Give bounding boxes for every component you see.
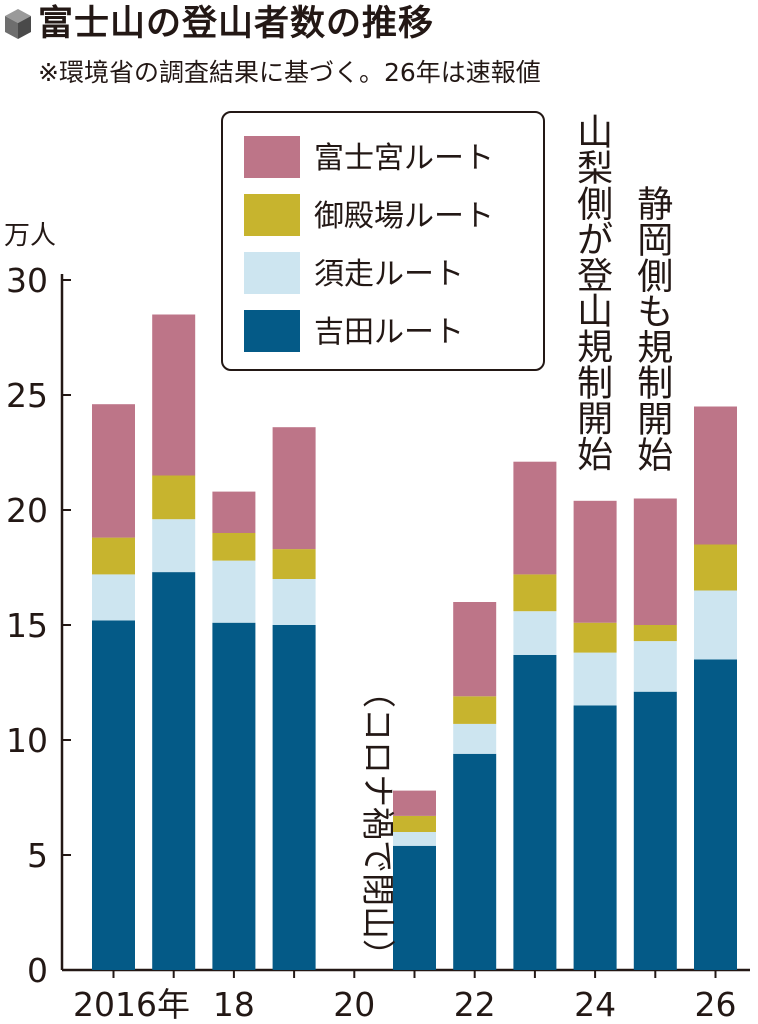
bar-segment-gotemba-2021: 御殿場ルート 2021: 0.7 bbox=[393, 815, 436, 832]
page-title: 富士山の登山者数の推移 bbox=[38, 4, 435, 44]
bar-segment-gotemba-2016: 御殿場ルート 2016: 1.6 bbox=[92, 537, 135, 575]
bar-segment-fujinomiya-2019: 富士宮ルート 2019: 5.3 bbox=[272, 427, 316, 550]
annotation-regulation-2024: 山梨側が登山規制開始 bbox=[577, 113, 613, 476]
y-tick-label: 25 bbox=[6, 376, 48, 415]
bar-segment-fujinomiya-2023: 富士宮ルート 2023: 4.9 bbox=[513, 461, 557, 575]
x-tick-label: 22 bbox=[454, 985, 496, 1024]
y-tick-label: 10 bbox=[6, 721, 48, 760]
x-tick-label: 24 bbox=[574, 985, 616, 1024]
source-note: ※環境省の調査結果に基づく。26年は速報値 bbox=[38, 58, 541, 87]
legend-swatch-yoshida bbox=[244, 310, 300, 352]
bar-segment-fujinomiya-2017: 富士宮ルート 2017: 7 bbox=[152, 314, 196, 476]
x-tick-label: 2016年 bbox=[73, 985, 190, 1024]
bar-segment-yoshida-2018: 吉田ルート 2018: 15.1 bbox=[212, 622, 256, 970]
bar-segment-gotemba-2017: 御殿場ルート 2017: 1.9 bbox=[152, 475, 196, 520]
bar-segment-yoshida-2021: 吉田ルート 2021: 5.4 bbox=[393, 845, 436, 970]
cube-icon bbox=[5, 9, 31, 39]
legend-label: 富士宮ルート bbox=[314, 141, 494, 176]
annotation-regulation-2025: 静岡側も規制開始 bbox=[637, 185, 673, 477]
annotation-covid-closure: （コロナ禍で閉山） bbox=[358, 675, 397, 972]
legend-swatch-gotemba bbox=[244, 194, 300, 236]
bar-segment-fujinomiya-2016: 富士宮ルート 2016: 5.8 bbox=[92, 404, 135, 538]
y-tick-label: 15 bbox=[6, 606, 48, 645]
bar-segment-subashiri-2021: 須走ルート 2021: 0.6 bbox=[393, 832, 436, 846]
y-tick-label: 5 bbox=[27, 836, 48, 875]
legend-label: 須走ルート bbox=[314, 257, 464, 292]
x-tick-label: 26 bbox=[695, 985, 737, 1024]
legend-label: 吉田ルート bbox=[314, 315, 464, 350]
legend-swatch-subashiri bbox=[244, 252, 300, 294]
y-tick-label: 0 bbox=[27, 951, 48, 990]
bar-segment-subashiri-2026: 須走ルート 2026: 3 bbox=[694, 590, 737, 660]
legend-box bbox=[221, 111, 545, 371]
bar-segment-subashiri-2024: 須走ルート 2024: 2.3 bbox=[573, 652, 617, 706]
legend-swatch-fujinomiya bbox=[244, 136, 300, 178]
bar-segment-gotemba-2024: 御殿場ルート 2024: 1.3 bbox=[573, 622, 617, 653]
x-tick-label: 20 bbox=[333, 985, 375, 1024]
bar-segment-fujinomiya-2021: 富士宮ルート 2021: 1.1 bbox=[393, 790, 436, 816]
bar-segment-subashiri-2019: 須走ルート 2019: 2 bbox=[272, 579, 316, 625]
bar-segment-gotemba-2026: 御殿場ルート 2026: 2 bbox=[694, 544, 737, 591]
bar-segment-subashiri-2016: 須走ルート 2016: 2 bbox=[92, 574, 135, 621]
bar-segment-yoshida-2017: 吉田ルート 2017: 17.3 bbox=[152, 572, 196, 970]
y-tick-label: 20 bbox=[6, 491, 48, 530]
x-tick-label: 18 bbox=[213, 985, 255, 1024]
bar-segment-yoshida-2026: 吉田ルート 2026: 13.5 bbox=[694, 659, 737, 970]
bar-segment-gotemba-2018: 御殿場ルート 2018: 1.2 bbox=[212, 533, 256, 561]
bar-segment-yoshida-2019: 吉田ルート 2019: 15 bbox=[272, 625, 316, 970]
bar-segment-subashiri-2017: 須走ルート 2017: 2.3 bbox=[152, 519, 196, 573]
bar-segment-fujinomiya-2024: 富士宮ルート 2024: 5.3 bbox=[573, 500, 617, 623]
bar-segment-subashiri-2018: 須走ルート 2018: 2.7 bbox=[212, 560, 256, 623]
bar-segment-gotemba-2019: 御殿場ルート 2019: 1.3 bbox=[272, 549, 316, 579]
bar-segment-yoshida-2023: 吉田ルート 2023: 13.7 bbox=[513, 654, 557, 970]
bar-segment-gotemba-2023: 御殿場ルート 2023: 1.6 bbox=[513, 574, 557, 612]
y-tick-label: 30 bbox=[6, 261, 48, 300]
bar-segment-fujinomiya-2026: 富士宮ルート 2026: 6 bbox=[694, 406, 737, 545]
bar-segment-fujinomiya-2018: 富士宮ルート 2018: 1.8 bbox=[212, 491, 256, 533]
y-axis-unit-label: 万人 bbox=[4, 221, 56, 251]
bar-segment-subashiri-2023: 須走ルート 2023: 1.9 bbox=[513, 611, 557, 655]
bar-segment-yoshida-2016: 吉田ルート 2016: 15.2 bbox=[92, 620, 135, 970]
bar-segment-yoshida-2024: 吉田ルート 2024: 11.5 bbox=[573, 705, 617, 970]
legend-label: 御殿場ルート bbox=[314, 199, 494, 234]
